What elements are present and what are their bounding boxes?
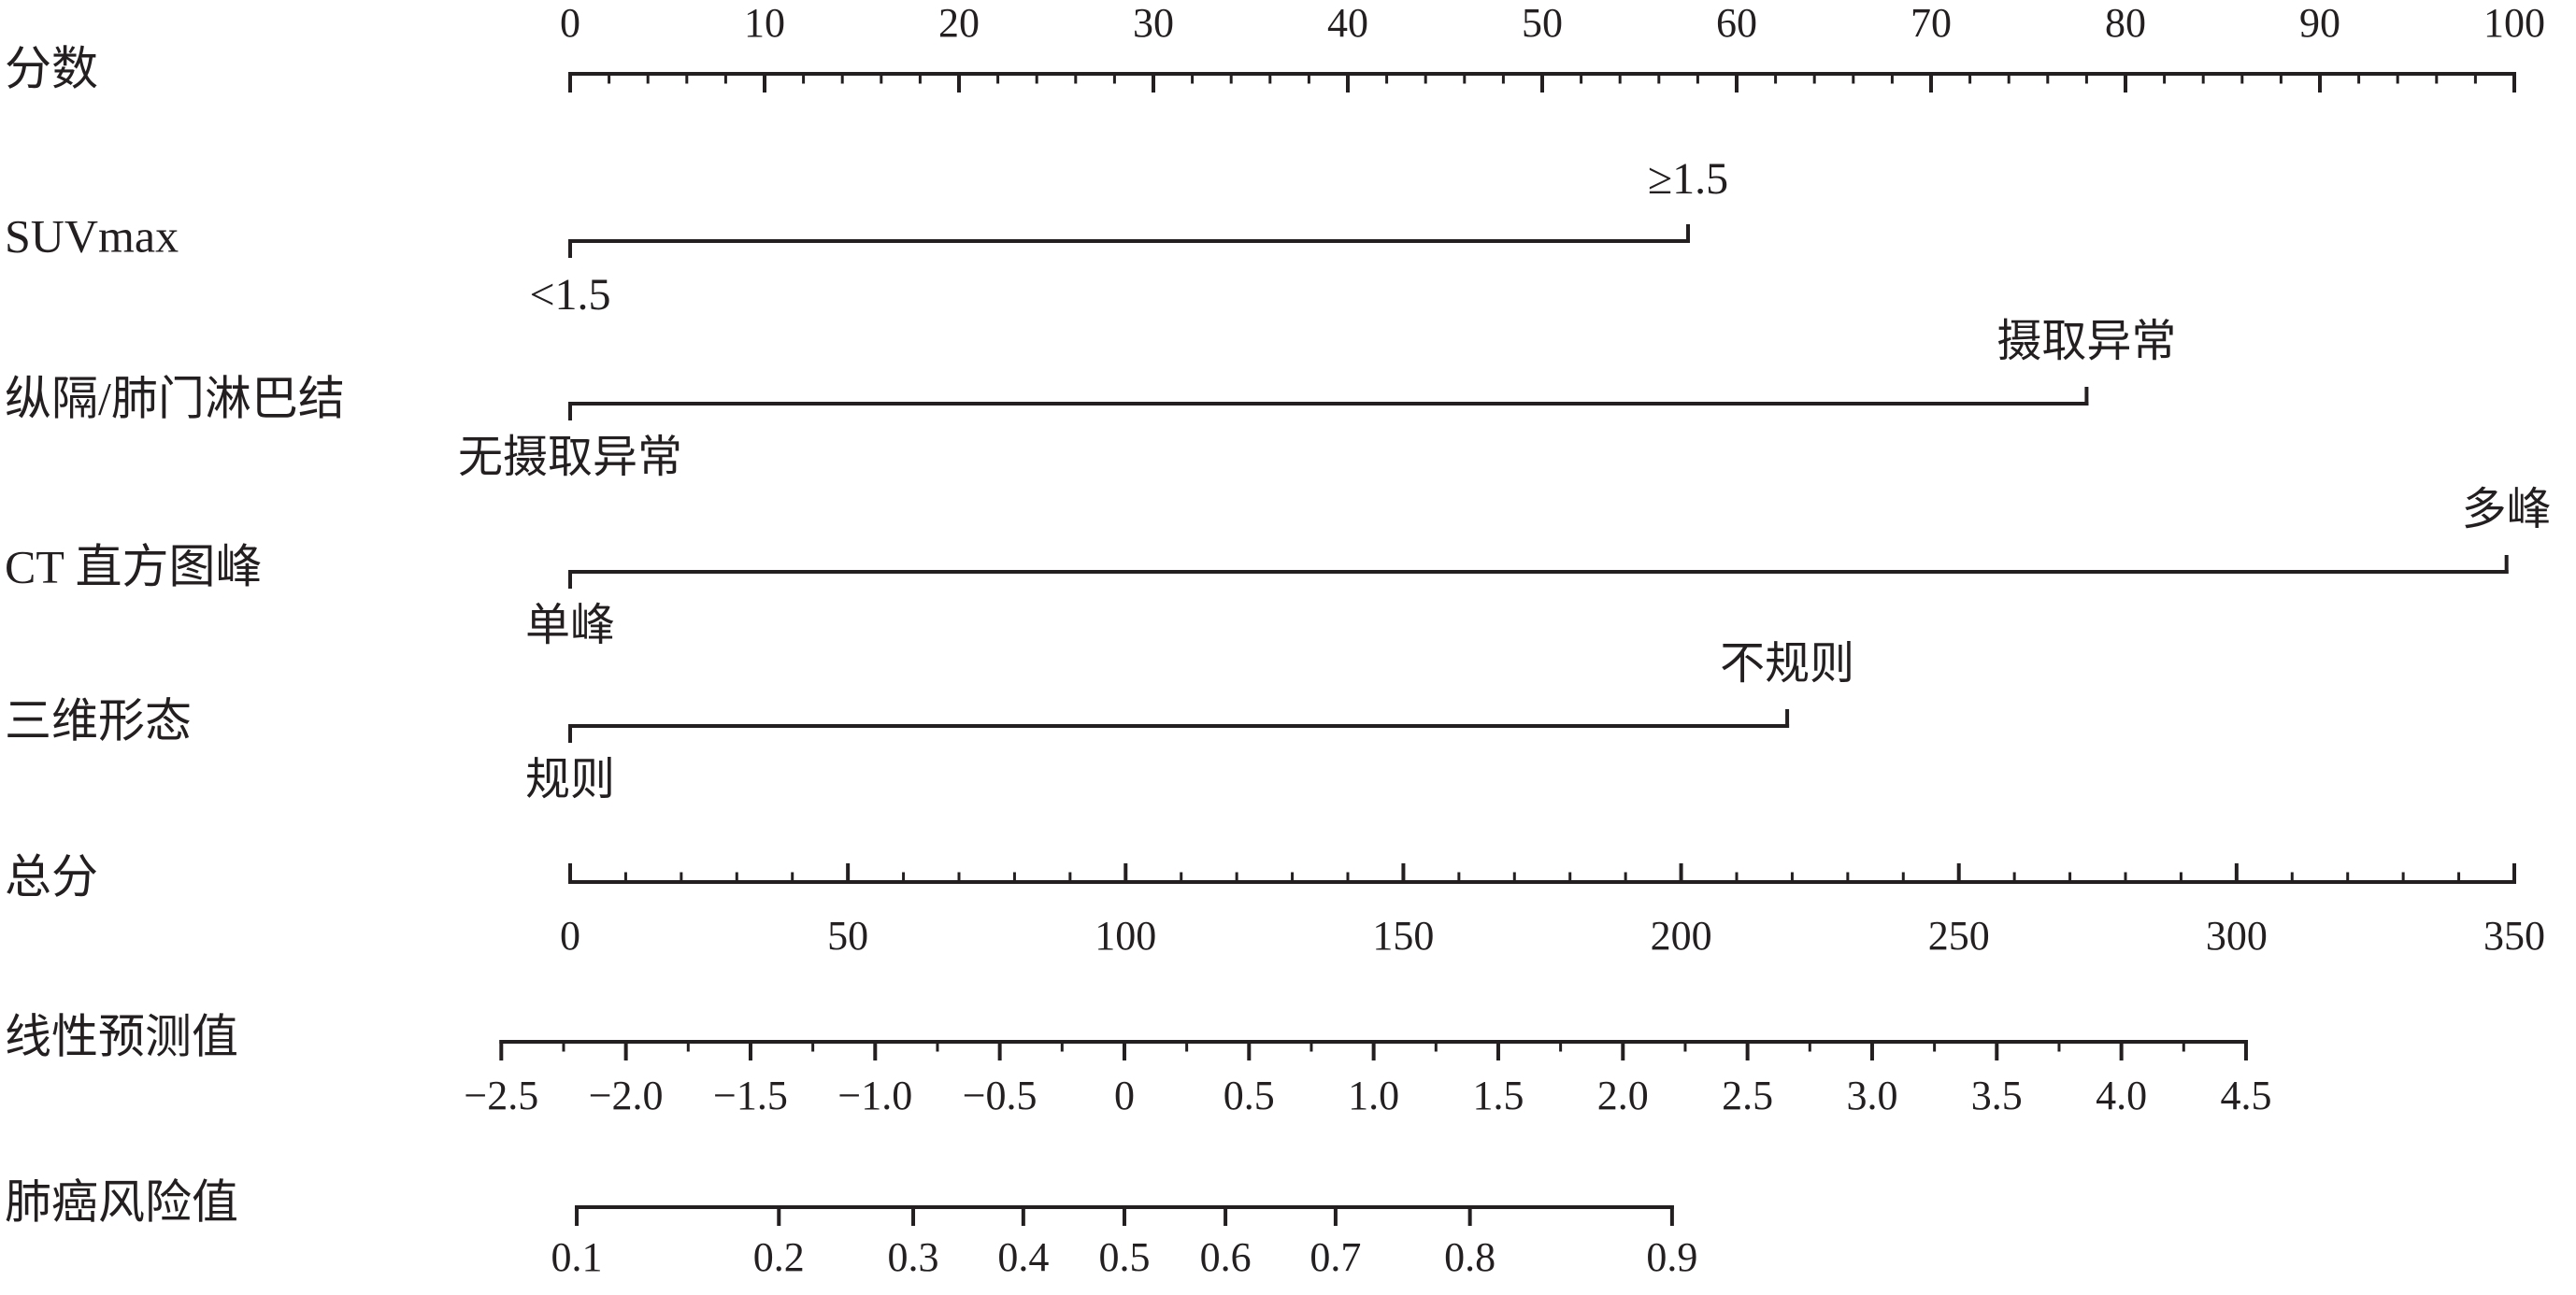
tick-label: 50 bbox=[827, 913, 868, 959]
level-label: 规则 bbox=[525, 755, 615, 804]
row-label: CT 直方图峰 bbox=[5, 540, 263, 592]
tick-label: 4.5 bbox=[2220, 1073, 2271, 1118]
tick-label: 0 bbox=[560, 0, 580, 46]
tick-label: 20 bbox=[938, 0, 980, 46]
row-label: SUVmax bbox=[5, 209, 179, 262]
tick-label: 100 bbox=[1095, 913, 1156, 959]
tick-label: −2.5 bbox=[464, 1073, 538, 1118]
row-label: 纵隔/肺门淋巴结 bbox=[5, 372, 345, 424]
level-label: <1.5 bbox=[529, 270, 610, 320]
tick-label: −0.5 bbox=[963, 1073, 1038, 1118]
tick-label: 0.4 bbox=[997, 1234, 1049, 1280]
level-label: ≥1.5 bbox=[1648, 154, 1728, 204]
tick-label: −2.0 bbox=[589, 1073, 664, 1118]
tick-label: 200 bbox=[1651, 913, 1712, 959]
level-label: 无摄取异常 bbox=[458, 433, 682, 482]
tick-label: 300 bbox=[2206, 913, 2268, 959]
tick-label: 10 bbox=[744, 0, 785, 46]
level-label: 多峰 bbox=[2462, 485, 2552, 534]
tick-label: 0.9 bbox=[1646, 1234, 1697, 1280]
tick-label: 1.5 bbox=[1472, 1073, 1524, 1118]
tick-label: 90 bbox=[2299, 0, 2340, 46]
tick-label: 150 bbox=[1372, 913, 1434, 959]
tick-label: 2.0 bbox=[1597, 1073, 1649, 1118]
tick-label: 1.0 bbox=[1348, 1073, 1399, 1118]
tick-label: 60 bbox=[1716, 0, 1757, 46]
tick-label: 0.7 bbox=[1309, 1234, 1361, 1280]
row-label: 三维形态 bbox=[5, 694, 192, 747]
tick-label: 100 bbox=[2483, 0, 2545, 46]
tick-label: 0.5 bbox=[1098, 1234, 1150, 1280]
tick-label: 2.5 bbox=[1722, 1073, 1773, 1118]
tick-label: 0.3 bbox=[888, 1234, 939, 1280]
tick-label: −1.0 bbox=[837, 1073, 912, 1118]
tick-label: 0.1 bbox=[551, 1234, 603, 1280]
tick-label: −1.5 bbox=[713, 1073, 788, 1118]
tick-label: 80 bbox=[2105, 0, 2146, 46]
tick-label: 3.5 bbox=[1971, 1073, 2023, 1118]
row-label: 总分 bbox=[5, 850, 98, 903]
level-label: 不规则 bbox=[1720, 639, 1854, 689]
tick-label: 0 bbox=[560, 913, 580, 959]
tick-label: 4.0 bbox=[2096, 1073, 2147, 1118]
tick-label: 50 bbox=[1522, 0, 1563, 46]
level-label: 摄取异常 bbox=[1996, 317, 2176, 366]
tick-label: 0 bbox=[1114, 1073, 1135, 1118]
tick-label: 350 bbox=[2483, 913, 2545, 959]
row-label: 肺癌风险值 bbox=[5, 1175, 238, 1228]
tick-label: 250 bbox=[1928, 913, 1990, 959]
tick-label: 0.6 bbox=[1200, 1234, 1252, 1280]
tick-label: 3.0 bbox=[1846, 1073, 1897, 1118]
level-label: 单峰 bbox=[525, 601, 615, 650]
tick-label: 0.5 bbox=[1224, 1073, 1275, 1118]
row-label: 分数 bbox=[5, 42, 98, 94]
tick-label: 40 bbox=[1327, 0, 1368, 46]
tick-label: 0.2 bbox=[753, 1234, 805, 1280]
tick-label: 70 bbox=[1911, 0, 1952, 46]
tick-label: 30 bbox=[1133, 0, 1174, 46]
row-label: 线性预测值 bbox=[5, 1010, 238, 1062]
tick-label: 0.8 bbox=[1444, 1234, 1496, 1280]
